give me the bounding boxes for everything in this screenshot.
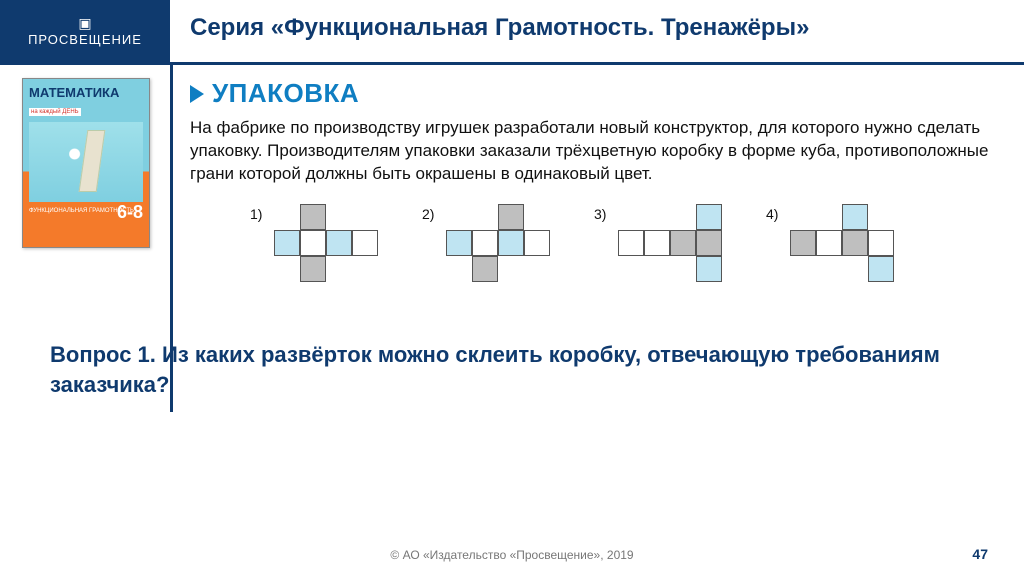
- net-cell: [274, 230, 300, 256]
- net-cell-empty: [816, 256, 842, 282]
- net-grid: [790, 204, 894, 282]
- net-label: 1): [250, 206, 268, 222]
- net-cell: [696, 204, 722, 230]
- net-cell-empty: [326, 256, 352, 282]
- cube-net-1: 1): [250, 204, 378, 282]
- net-cell-empty: [352, 256, 378, 282]
- question-text: Вопрос 1. Из каких развёрток можно склеи…: [50, 340, 984, 399]
- book-illustration: [29, 122, 143, 202]
- net-cell: [498, 230, 524, 256]
- triangle-right-icon: [190, 85, 204, 103]
- section-paragraph: На фабрике по производству игрушек разра…: [190, 117, 990, 186]
- book-subtitle: на каждый ДЕНЬ: [29, 108, 81, 116]
- cube-net-4: 4): [766, 204, 894, 282]
- net-cell-empty: [446, 256, 472, 282]
- net-cell: [868, 230, 894, 256]
- net-grid: [274, 204, 378, 282]
- net-cell: [498, 204, 524, 230]
- net-cell: [524, 230, 550, 256]
- net-cell-empty: [352, 204, 378, 230]
- net-cell: [618, 230, 644, 256]
- book-grade: 6-8: [117, 202, 143, 223]
- net-cell: [352, 230, 378, 256]
- footer-copyright: © АО «Издательство «Просвещение», 2019: [0, 548, 1024, 562]
- net-cell-empty: [274, 256, 300, 282]
- net-cell-empty: [472, 204, 498, 230]
- net-cell: [644, 230, 670, 256]
- net-grid: [446, 204, 550, 282]
- net-cell-empty: [446, 204, 472, 230]
- net-cell-empty: [524, 256, 550, 282]
- book-cover: МАТЕМАТИКА на каждый ДЕНЬ 6-8 ФУНКЦИОНАЛ…: [22, 78, 150, 248]
- net-label: 2): [422, 206, 440, 222]
- cube-nets-row: 1) 2) 3) 4): [250, 204, 994, 282]
- net-cell-empty: [524, 204, 550, 230]
- logo-icon: ▣: [78, 16, 91, 30]
- net-label: 3): [594, 206, 612, 222]
- cube-net-3: 3): [594, 204, 722, 282]
- net-cell: [868, 256, 894, 282]
- section-heading: УПАКОВКА: [190, 78, 994, 109]
- net-cell-empty: [790, 256, 816, 282]
- net-cell-empty: [790, 204, 816, 230]
- net-cell: [816, 230, 842, 256]
- page-number: 47: [972, 546, 988, 562]
- net-cell: [300, 256, 326, 282]
- net-cell-empty: [868, 204, 894, 230]
- title-bar: Серия «Функциональная Грамотность. Трена…: [190, 8, 1004, 48]
- net-cell-empty: [842, 256, 868, 282]
- net-cell-empty: [274, 204, 300, 230]
- page-title: Серия «Функциональная Грамотность. Трена…: [190, 14, 809, 42]
- net-cell-empty: [670, 256, 696, 282]
- net-cell: [842, 204, 868, 230]
- publisher-logo: ▣ ПРОСВЕЩЕНИЕ: [0, 0, 170, 62]
- book-title: МАТЕМАТИКА: [29, 85, 143, 100]
- main-content: УПАКОВКА На фабрике по производству игру…: [190, 78, 994, 282]
- logo-text: ПРОСВЕЩЕНИЕ: [28, 32, 142, 47]
- net-cell-empty: [816, 204, 842, 230]
- net-cell-empty: [670, 204, 696, 230]
- net-cell: [696, 256, 722, 282]
- net-cell-empty: [498, 256, 524, 282]
- net-cell-empty: [618, 204, 644, 230]
- net-cell-empty: [644, 256, 670, 282]
- net-label: 4): [766, 206, 784, 222]
- net-cell: [670, 230, 696, 256]
- net-cell: [472, 230, 498, 256]
- net-cell-empty: [326, 204, 352, 230]
- net-cell: [472, 256, 498, 282]
- cube-net-2: 2): [422, 204, 550, 282]
- section-title: УПАКОВКА: [212, 78, 359, 109]
- net-cell: [300, 204, 326, 230]
- net-cell: [696, 230, 722, 256]
- net-cell-empty: [644, 204, 670, 230]
- net-cell: [446, 230, 472, 256]
- net-cell: [842, 230, 868, 256]
- slide: ▣ ПРОСВЕЩЕНИЕ Серия «Функциональная Грам…: [0, 0, 1024, 576]
- net-cell: [300, 230, 326, 256]
- net-grid: [618, 204, 722, 282]
- tower-icon: [79, 130, 106, 192]
- net-cell-empty: [618, 256, 644, 282]
- net-cell: [326, 230, 352, 256]
- net-cell: [790, 230, 816, 256]
- horizontal-rule: [0, 62, 1024, 65]
